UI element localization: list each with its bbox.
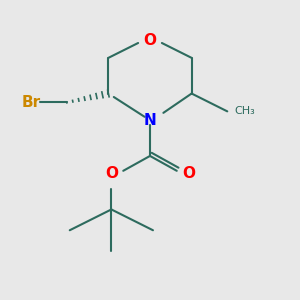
Text: O: O [105, 166, 118, 181]
Text: N: N [144, 113, 156, 128]
Text: O: O [182, 166, 195, 181]
Text: CH₃: CH₃ [235, 106, 256, 116]
Text: O: O [143, 32, 157, 47]
Text: Br: Br [22, 95, 41, 110]
